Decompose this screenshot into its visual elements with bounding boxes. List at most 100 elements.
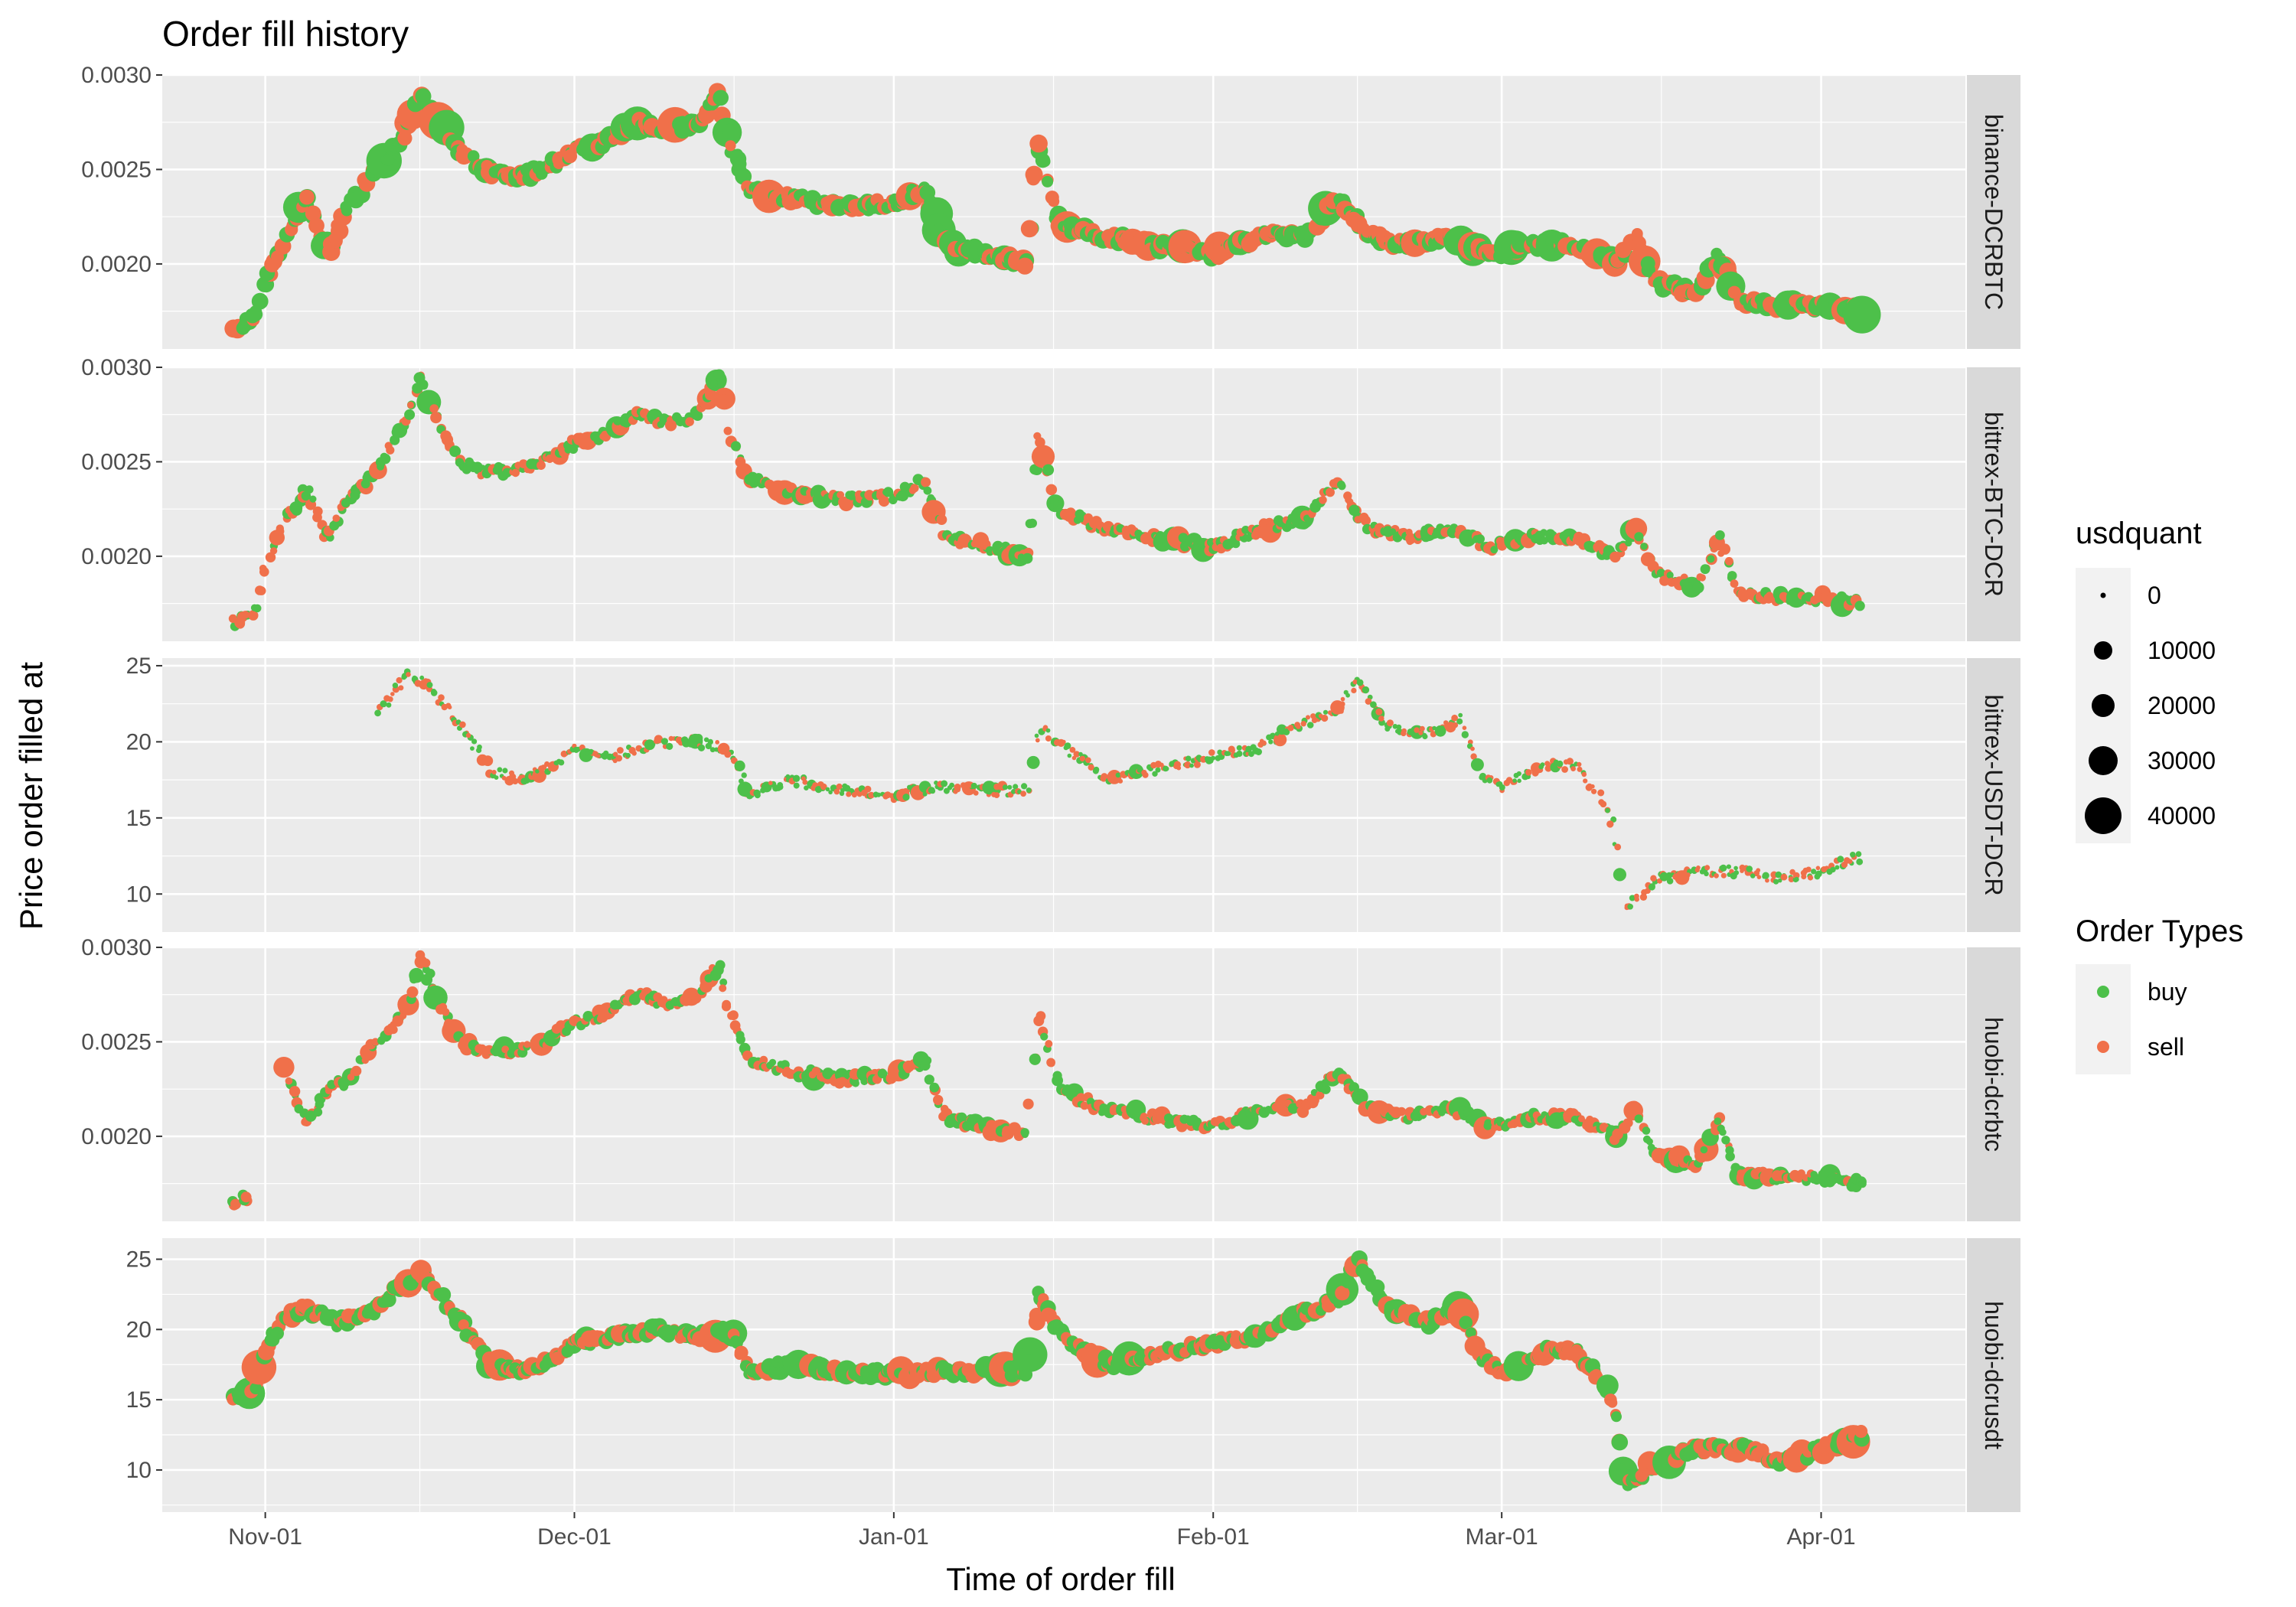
sell-point — [1854, 1425, 1868, 1438]
sell-point — [1141, 1117, 1149, 1125]
buy-point — [1092, 768, 1099, 774]
sell-point — [406, 672, 411, 677]
buy-point — [250, 604, 259, 611]
sell-point — [846, 791, 852, 797]
x-tick-label: Apr-01 — [1786, 1524, 1855, 1550]
buy-point — [467, 150, 480, 162]
sell-point — [1319, 496, 1327, 504]
sell-point — [704, 389, 716, 401]
buy-point — [1750, 873, 1756, 878]
buy-point — [1052, 1071, 1062, 1081]
buy-point — [1605, 807, 1610, 813]
sell-point — [1365, 698, 1372, 705]
buy-point — [1028, 518, 1037, 528]
sell-point — [285, 1077, 293, 1085]
buy-point — [1815, 870, 1822, 878]
sell-point — [973, 790, 979, 796]
buy-point — [1178, 533, 1189, 543]
buy-point — [1726, 864, 1731, 869]
sell-point — [996, 783, 1003, 790]
panel-background — [162, 658, 1965, 932]
buy-point — [1517, 778, 1521, 784]
sell-point — [1583, 778, 1588, 784]
buy-point — [713, 90, 729, 106]
sell-point — [392, 1015, 403, 1027]
buy-point — [1026, 755, 1040, 769]
sell-point — [1028, 1313, 1045, 1331]
sell-point — [1740, 869, 1744, 873]
buy-point — [1642, 1126, 1651, 1135]
sell-point — [668, 735, 674, 742]
sell-point — [475, 1044, 484, 1054]
buy-point — [431, 689, 437, 694]
sell-point — [631, 751, 637, 756]
sell-point — [1650, 875, 1657, 882]
buy-point — [1516, 771, 1521, 777]
sell-point — [617, 747, 624, 754]
buy-point — [249, 1382, 263, 1395]
size-legend-label: 20000 — [2148, 692, 2216, 719]
sell-point — [1600, 800, 1607, 808]
buy-point — [1634, 532, 1644, 542]
points-layer — [225, 1250, 1870, 1491]
sell-point — [1352, 680, 1358, 685]
facet-strip — [1967, 1238, 2020, 1512]
buy-point — [651, 742, 656, 747]
sell-point — [1756, 868, 1761, 873]
sell-point — [718, 394, 730, 406]
sell-point — [1470, 753, 1477, 760]
sell-point — [933, 1094, 944, 1106]
buy-point — [722, 123, 737, 139]
facet-panel: 0.0020 0.0025 0.0030 bittrex-BTC-DCR — [81, 355, 2020, 641]
sell-point — [1025, 165, 1043, 184]
buy-point — [1236, 745, 1242, 751]
buy-point — [1438, 725, 1446, 732]
buy-point — [730, 441, 742, 451]
buy-point — [1733, 870, 1740, 875]
sell-point — [724, 751, 732, 758]
sell-point — [722, 999, 731, 1009]
sell-point — [1765, 878, 1769, 883]
y-axis-title: Price order filled at — [13, 662, 49, 930]
buy-point — [681, 736, 689, 744]
sell-point — [761, 1063, 768, 1071]
size-legend-label: 10000 — [2148, 637, 2216, 664]
buy-point — [1721, 1136, 1730, 1145]
sell-point — [1375, 708, 1383, 715]
sell-point — [1230, 748, 1235, 753]
sell-point — [1591, 788, 1597, 794]
sell-point — [259, 567, 269, 577]
buy-point — [1725, 1146, 1734, 1156]
buy-point — [381, 1292, 396, 1308]
buy-point — [902, 794, 910, 801]
buy-point — [1857, 602, 1864, 610]
sell-point — [1414, 727, 1420, 733]
buy-point — [882, 488, 890, 496]
buy-point — [1042, 464, 1055, 476]
sell-point — [415, 950, 426, 960]
buy-point — [1858, 1179, 1867, 1188]
sell-point — [390, 692, 395, 696]
sell-point — [389, 1025, 398, 1035]
facet-strip-label: bittrex-USDT-DCR — [1980, 694, 2007, 895]
buy-point — [1322, 709, 1329, 715]
sell-point — [1503, 780, 1511, 787]
sell-point — [759, 1055, 768, 1064]
buy-point — [1704, 1133, 1712, 1143]
buy-point — [1459, 1315, 1473, 1330]
sell-point — [281, 1061, 292, 1073]
sell-point — [1069, 747, 1076, 753]
sell-point — [954, 784, 961, 791]
buy-point — [1715, 530, 1725, 540]
sell-point — [1645, 888, 1651, 894]
buy-point — [804, 785, 809, 790]
sell-point — [1780, 873, 1788, 881]
sell-point — [1026, 1099, 1034, 1107]
buy-point — [697, 744, 706, 751]
sell-point — [371, 1038, 380, 1046]
color-legend: buy sell — [2076, 964, 2187, 1074]
buy-point — [1733, 865, 1738, 871]
facet-panel: 0.0020 0.0025 0.0030 binance-DCRBTC — [81, 63, 2020, 349]
sell-point — [1807, 875, 1814, 881]
buy-point — [1461, 731, 1469, 738]
